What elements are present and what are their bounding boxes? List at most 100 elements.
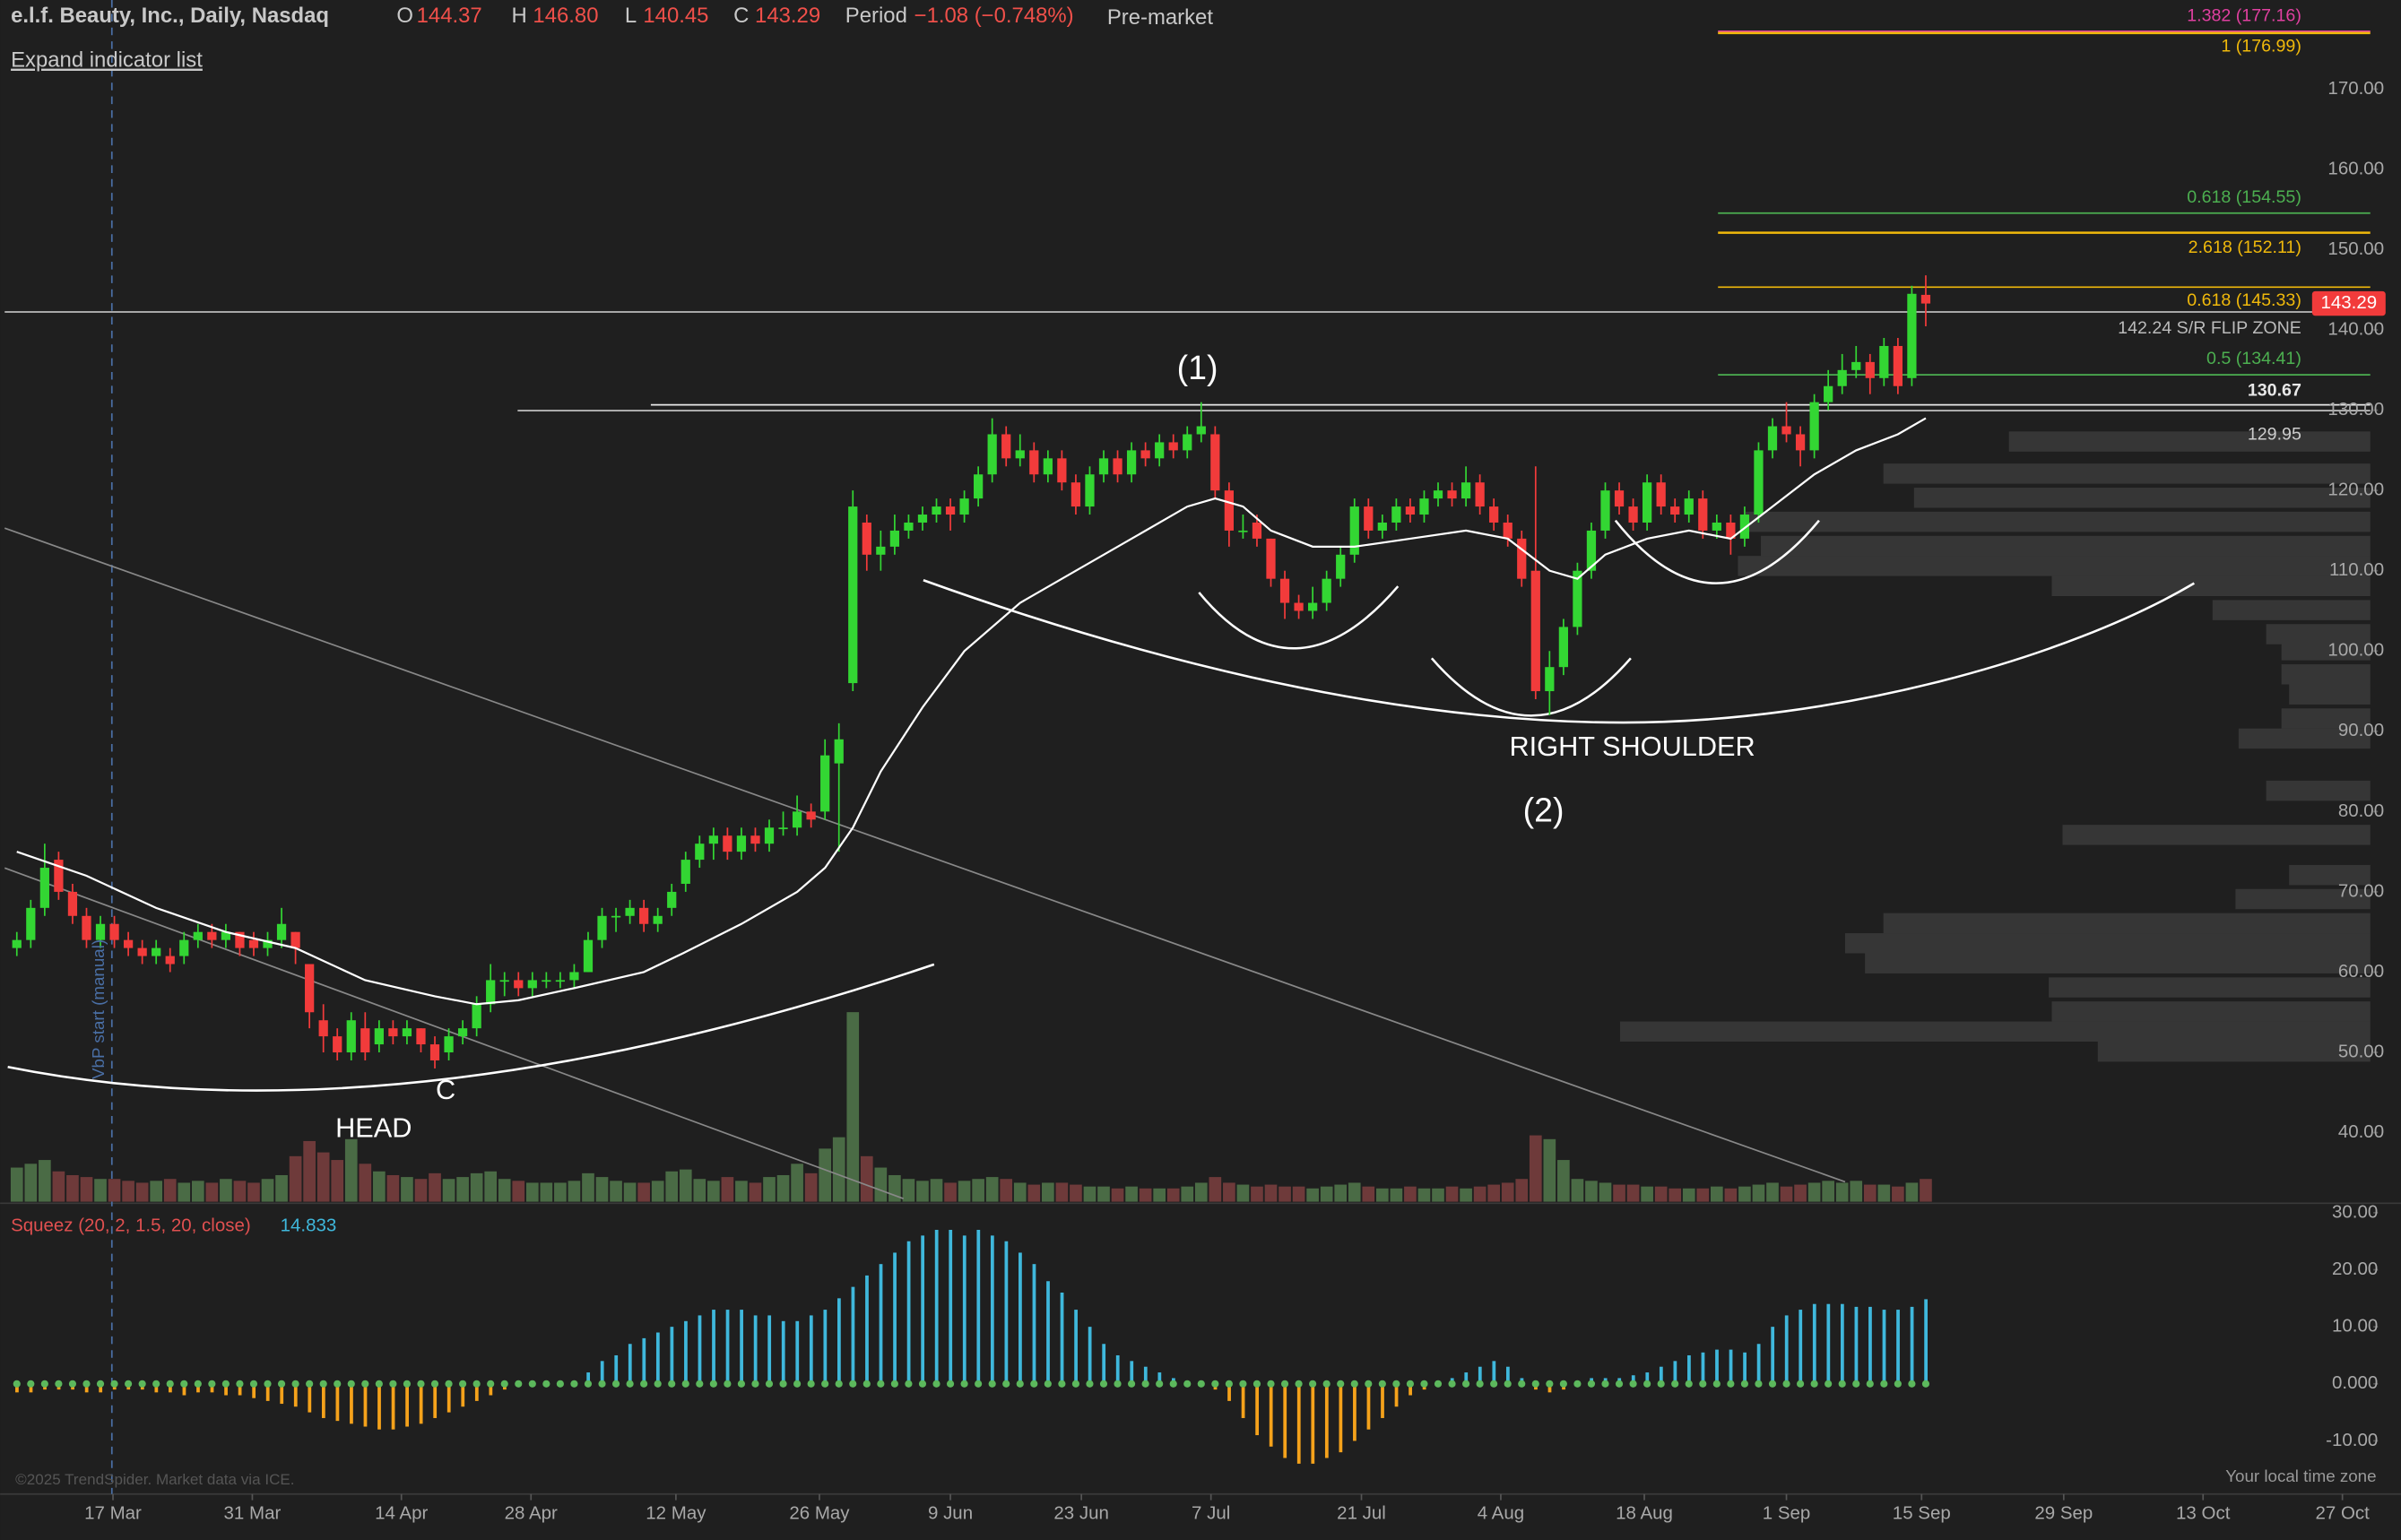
profile-bar <box>1844 933 2371 954</box>
squeeze-dot <box>1337 1380 1345 1388</box>
candle-body <box>1824 385 1833 402</box>
histogram-bar <box>461 1383 465 1407</box>
x-tick-label: 4 Aug <box>1478 1502 1524 1523</box>
histogram-bar <box>1018 1252 1022 1384</box>
candle-body <box>1739 515 1750 539</box>
histogram-bar <box>99 1383 103 1393</box>
squeeze-dot <box>1114 1380 1122 1388</box>
arc <box>7 963 935 1092</box>
volume-bar <box>1000 1179 1013 1202</box>
volume-bar <box>1042 1182 1054 1202</box>
squeeze-dot <box>1309 1380 1317 1388</box>
candle-body <box>583 939 594 973</box>
squeeze-dot <box>1183 1380 1192 1388</box>
volume-bar <box>303 1140 316 1202</box>
annotation: (1) <box>1177 349 1218 386</box>
candle-body <box>932 506 941 515</box>
squeeze-dot <box>1448 1380 1456 1388</box>
annotation: VbP start (manual) <box>89 939 108 1079</box>
volume-bar <box>163 1179 177 1202</box>
candle-body <box>1586 530 1597 571</box>
squeeze-dot <box>975 1380 983 1388</box>
histogram-bar <box>1032 1264 1036 1384</box>
candle-body <box>1461 482 1471 499</box>
y-tick-label: 50.00 <box>2338 1041 2384 1061</box>
volume-bar <box>1710 1186 1723 1202</box>
ohlc-value: 143.29 <box>755 4 820 28</box>
volume-bar <box>1013 1182 1027 1202</box>
squeeze-dot <box>1197 1380 1205 1388</box>
histogram-bar <box>1478 1366 1482 1384</box>
histogram-bar <box>1157 1372 1162 1384</box>
candle-body <box>276 923 287 940</box>
squeeze-dot <box>319 1380 327 1388</box>
candle-body <box>1057 458 1067 483</box>
squeeze-dot <box>1740 1380 1749 1388</box>
candle-body <box>1684 498 1694 515</box>
candle-body <box>1196 426 1206 435</box>
histogram-bar <box>628 1344 632 1384</box>
y-tick-label: -10.00 <box>2326 1430 2378 1450</box>
session: Pre-market <box>1107 5 1214 30</box>
volume-bar <box>902 1179 915 1202</box>
squeeze-dot <box>1253 1380 1261 1388</box>
histogram-bar <box>879 1264 883 1384</box>
candle-body <box>695 844 705 861</box>
volume-bar <box>1055 1182 1069 1202</box>
y-tick-label: 120.00 <box>2327 480 2384 500</box>
squeeze-dot <box>152 1380 160 1388</box>
squeeze-dot <box>988 1380 996 1388</box>
volume-bar <box>373 1171 386 1202</box>
candle-body <box>1920 294 1931 304</box>
volume-bar <box>1264 1184 1278 1202</box>
x-tick-label: 23 Jun <box>1053 1502 1109 1523</box>
squeeze-dot <box>584 1380 593 1388</box>
squeeze-dot <box>1476 1380 1484 1388</box>
candle-body <box>555 980 566 982</box>
candle-body <box>597 915 607 940</box>
squeeze-dot <box>166 1380 174 1388</box>
y-tick-label: 90.00 <box>2338 720 2384 740</box>
volume-bar <box>1027 1184 1041 1202</box>
expand-indicators[interactable]: Expand indicator list <box>11 48 203 73</box>
candle-body <box>1308 602 1318 611</box>
volume-bar <box>776 1174 790 1202</box>
squeeze-dot <box>862 1380 871 1388</box>
histogram-bar <box>1102 1344 1106 1384</box>
histogram-bar <box>740 1310 743 1384</box>
squeeze-dot <box>334 1380 342 1388</box>
histogram-bar <box>1868 1306 1872 1384</box>
volume-bar <box>693 1179 706 1202</box>
candle-body <box>1628 506 1638 523</box>
volume-bar <box>1097 1186 1110 1202</box>
volume-bar <box>846 1012 860 1202</box>
candle-body <box>221 931 231 940</box>
squeeze-dot <box>1601 1380 1609 1388</box>
candle-body <box>1837 369 1847 386</box>
candle-body <box>708 835 718 844</box>
volume-bar <box>150 1181 163 1202</box>
volume-bar <box>916 1181 929 1202</box>
level-label: 130.67 <box>2248 380 2301 400</box>
candle-body <box>1767 426 1778 451</box>
volume-bar <box>1251 1186 1263 1202</box>
profile-bar <box>2212 600 2371 620</box>
squeeze-dot <box>430 1380 439 1388</box>
volume-bar <box>1153 1188 1166 1202</box>
histogram-bar <box>1840 1303 1844 1384</box>
candle-body <box>402 1028 412 1037</box>
squeeze-dot <box>1086 1380 1094 1388</box>
ohlc-value: 146.80 <box>533 4 598 28</box>
histogram-bar <box>712 1310 715 1384</box>
squeeze-dot <box>306 1380 314 1388</box>
histogram-bar <box>753 1315 758 1384</box>
volume-bar <box>1835 1182 1849 1202</box>
volume-bar <box>595 1177 609 1202</box>
volume-bar <box>24 1164 38 1202</box>
histogram-bar <box>962 1235 966 1384</box>
profile-bar <box>1745 511 2371 532</box>
squeeze-dot <box>1866 1380 1874 1388</box>
histogram-bar <box>1283 1383 1287 1458</box>
period-value: −1.08 (−0.748%) <box>914 4 1074 28</box>
volume-bar <box>679 1169 692 1202</box>
